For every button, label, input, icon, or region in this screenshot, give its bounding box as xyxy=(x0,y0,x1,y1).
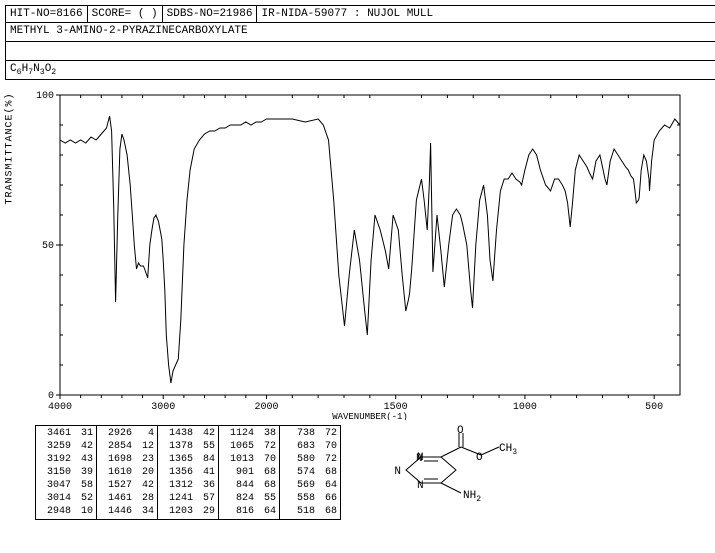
peak-entry: 146128 xyxy=(100,492,154,505)
sdbs-no: SDBS-NO=21986 xyxy=(163,6,258,22)
y-axis-label: TRANSMITTANCE(%) xyxy=(5,93,16,205)
spectrum-svg: 05010040003000200015001000500WAVENUMBER(… xyxy=(30,90,690,420)
svg-text:0: 0 xyxy=(48,391,54,402)
peak-entry: 82455 xyxy=(222,492,276,505)
molecule-svg: O O CH3 N N N N NH2 N N xyxy=(371,425,531,525)
peak-entry: 136584 xyxy=(161,453,215,466)
ir-info: IR-NIDA-59077 : NUJOL MULL xyxy=(257,6,715,22)
score: SCORE= ( ) xyxy=(88,6,163,22)
peak-entry: 144634 xyxy=(100,505,154,518)
header-bar: HIT-NO=8166 SCORE= ( ) SDBS-NO=21986 IR-… xyxy=(5,5,715,23)
peak-entry: 161020 xyxy=(100,466,154,479)
peak-entry: 346131 xyxy=(39,427,93,440)
peak-column: 1438421378551365841356411312361241571203… xyxy=(158,426,219,519)
peak-entry: 315039 xyxy=(39,466,93,479)
peak-entry: 73872 xyxy=(283,427,337,440)
molecule-diagram: O O CH3 N N N N NH2 N N xyxy=(371,425,531,525)
svg-text:50: 50 xyxy=(42,241,54,252)
peak-entry: 51868 xyxy=(283,505,337,518)
peak-entry: 131236 xyxy=(161,479,215,492)
peak-entry: 55866 xyxy=(283,492,337,505)
peak-entry: 319243 xyxy=(39,453,93,466)
svg-text:3000: 3000 xyxy=(151,402,175,413)
peak-column: 2926428541216982316102015274214612814463… xyxy=(97,426,158,519)
peak-entry: 124157 xyxy=(161,492,215,505)
blank-row xyxy=(5,42,715,61)
peak-entry: 56964 xyxy=(283,479,337,492)
peak-entry: 81664 xyxy=(222,505,276,518)
svg-text:WAVENUMBER(-1): WAVENUMBER(-1) xyxy=(332,412,408,420)
svg-text:2000: 2000 xyxy=(254,402,278,413)
atom-o-ester: O xyxy=(476,452,483,464)
svg-text:100: 100 xyxy=(36,91,54,102)
peak-entry: 304758 xyxy=(39,479,93,492)
group-nh2: NH2 xyxy=(463,490,481,504)
peak-entry: 29264 xyxy=(100,427,154,440)
peak-entry: 301452 xyxy=(39,492,93,505)
svg-text:500: 500 xyxy=(645,402,663,413)
peak-entry: 285412 xyxy=(100,440,154,453)
peak-entry: 106572 xyxy=(222,440,276,453)
peak-entry: 90168 xyxy=(222,466,276,479)
ring-n2: N xyxy=(417,480,424,492)
peak-entry: 135641 xyxy=(161,466,215,479)
peak-column: 11243810657210137090168844688245581664 xyxy=(219,426,280,519)
peak-table: 3461313259423192433150393047583014522948… xyxy=(35,425,341,520)
peak-entry: 68370 xyxy=(283,440,337,453)
spectrum-chart: TRANSMITTANCE(%) 05010040003000200015001… xyxy=(30,90,715,420)
atom-o-carbonyl: O xyxy=(457,425,464,437)
peak-entry: 152742 xyxy=(100,479,154,492)
peak-entry: 294810 xyxy=(39,505,93,518)
peak-entry: 120329 xyxy=(161,505,215,518)
compound-name: METHYL 3-AMINO-2-PYRAZINECARBOXYLATE xyxy=(5,23,715,42)
molecular-formula: C6H7N3O2 xyxy=(5,61,715,80)
ring-n1: N xyxy=(417,452,424,464)
svg-text:4000: 4000 xyxy=(48,402,72,413)
peak-entry: 169823 xyxy=(100,453,154,466)
peak-entry: 101370 xyxy=(222,453,276,466)
peak-column: 73872683705807257468569645586651868 xyxy=(280,426,340,519)
peak-column: 3461313259423192433150393047583014522948… xyxy=(36,426,97,519)
hit-no: HIT-NO=8166 xyxy=(6,6,88,22)
peak-entry: 57468 xyxy=(283,466,337,479)
atom-n1: N xyxy=(394,466,401,478)
svg-text:1000: 1000 xyxy=(513,402,537,413)
peak-entry: 58072 xyxy=(283,453,337,466)
peak-entry: 84468 xyxy=(222,479,276,492)
peak-entry: 325942 xyxy=(39,440,93,453)
peak-entry: 137855 xyxy=(161,440,215,453)
peak-entry: 112438 xyxy=(222,427,276,440)
peak-entry: 143842 xyxy=(161,427,215,440)
group-ch3: CH3 xyxy=(499,443,517,457)
